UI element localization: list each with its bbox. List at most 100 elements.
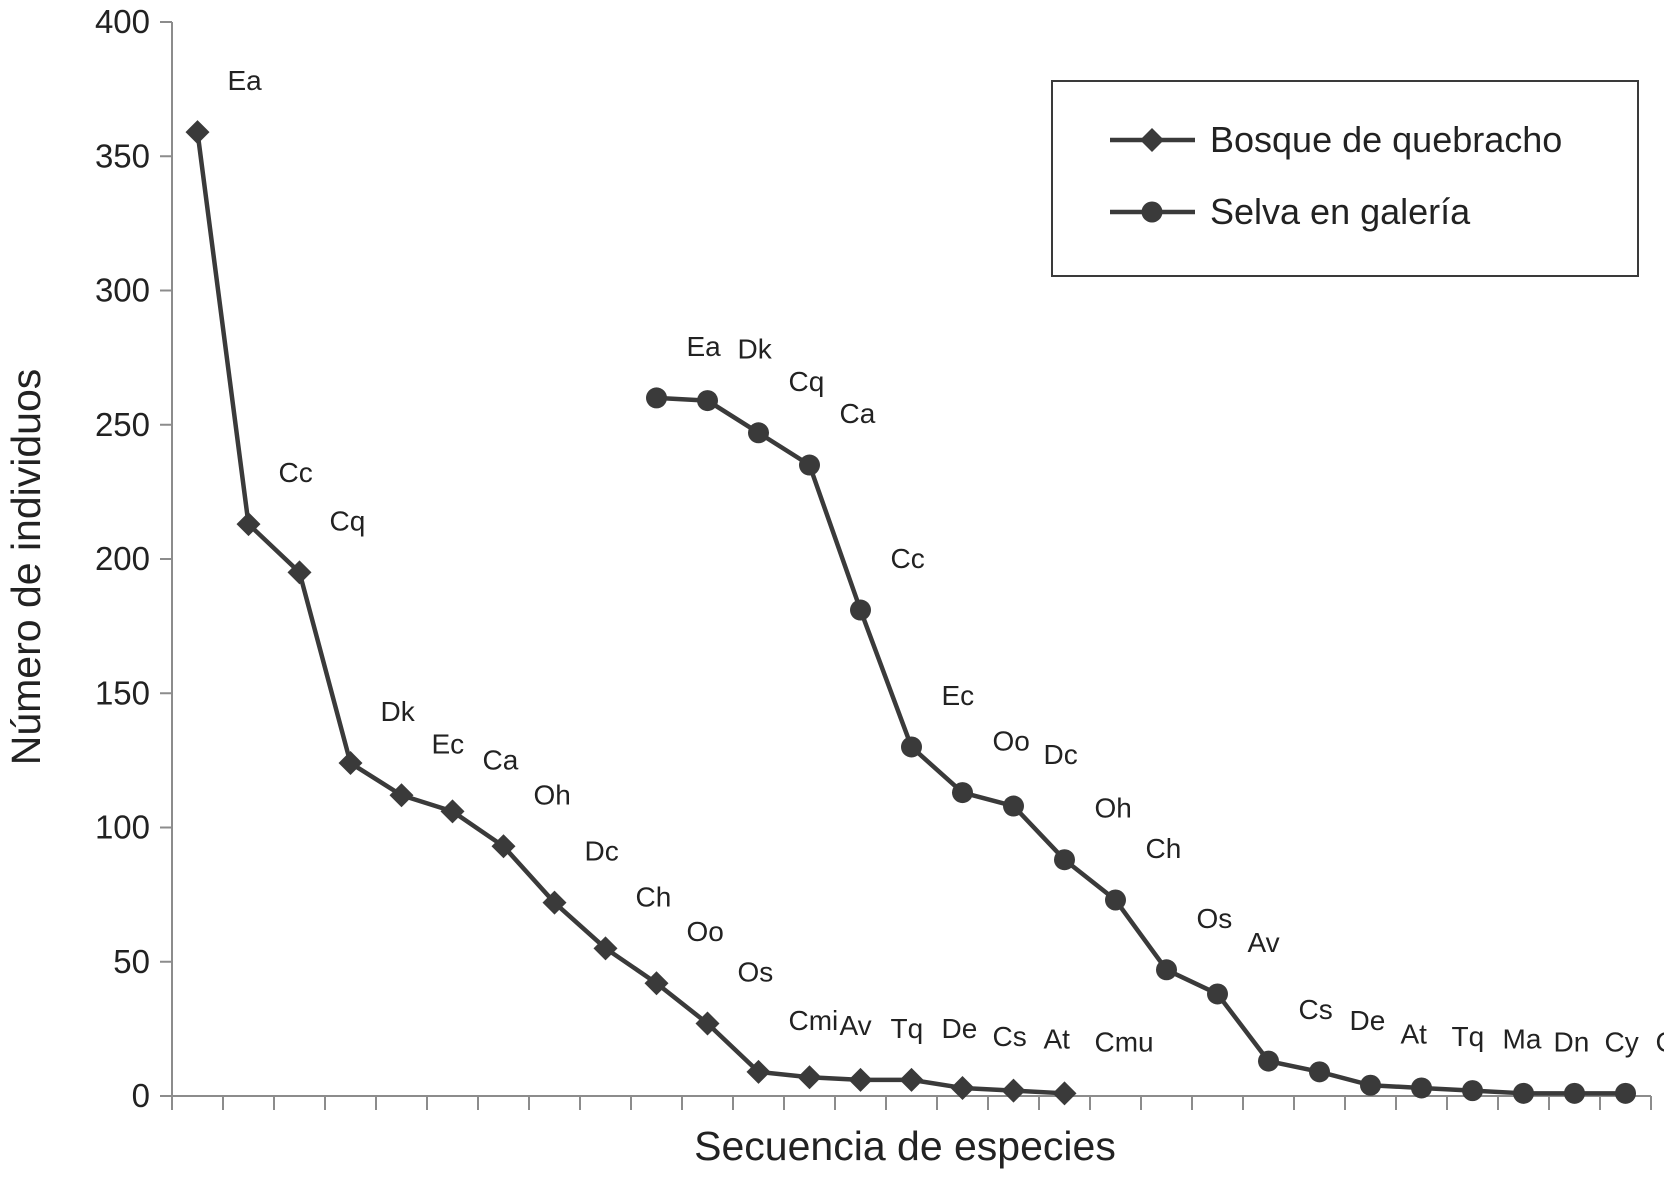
series-line <box>656 395 1626 1096</box>
y-axis-title: Número de individuos <box>3 369 49 766</box>
data-label: Cmi <box>789 1005 839 1036</box>
data-point <box>950 1075 975 1100</box>
data-point <box>236 512 261 537</box>
data-label: Cmu <box>1095 1026 1154 1057</box>
data-label: Cc <box>279 457 313 488</box>
data-label: Oo <box>687 916 724 947</box>
data-point <box>1105 889 1126 911</box>
data-label: At <box>1044 1024 1071 1055</box>
data-point <box>287 560 312 585</box>
data-point <box>1411 1077 1432 1099</box>
data-point <box>848 1067 873 1092</box>
data-label: Dc <box>585 836 619 867</box>
data-point <box>1360 1074 1381 1096</box>
data-label: Dc <box>1044 739 1078 770</box>
data-label: Av <box>1248 927 1280 958</box>
data-label: Ea <box>687 331 722 362</box>
data-label: Cs <box>1299 994 1333 1025</box>
y-tick-label: 300 <box>95 272 150 309</box>
data-point <box>850 599 871 621</box>
data-point <box>797 1065 822 1090</box>
data-label: Ch <box>1146 833 1182 864</box>
data-point <box>799 454 820 476</box>
data-point <box>644 971 669 996</box>
data-label: Oh <box>534 779 571 810</box>
data-label: Dk <box>381 696 416 727</box>
y-tick-label: 150 <box>95 674 150 711</box>
data-label: De <box>1350 1005 1386 1036</box>
legend-box <box>1051 80 1639 277</box>
data-point <box>185 120 210 145</box>
data-point <box>1207 983 1228 1005</box>
data-label: Cc <box>891 543 925 574</box>
data-label: Tq <box>1452 1021 1485 1052</box>
data-label: Dn <box>1554 1026 1590 1057</box>
data-point <box>1003 795 1024 817</box>
series-line <box>195 131 1065 1096</box>
y-tick-label: 350 <box>95 137 150 174</box>
data-point <box>1513 1082 1534 1104</box>
data-point <box>899 1067 924 1092</box>
legend-marker <box>1140 128 1164 152</box>
data-point <box>1258 1050 1279 1072</box>
data-label: Ca <box>483 744 519 775</box>
data-point <box>542 890 567 915</box>
y-tick-label: 200 <box>95 540 150 577</box>
data-label: Dk <box>738 334 773 365</box>
data-point <box>1309 1061 1330 1083</box>
data-point <box>697 390 718 412</box>
y-tick-label: 400 <box>95 3 150 40</box>
legend-entry: Bosque de quebracho <box>1210 119 1562 160</box>
data-label: At <box>1401 1018 1428 1049</box>
legend-marker <box>1141 201 1163 223</box>
data-label: Ec <box>942 680 975 711</box>
data-label: Cy <box>1605 1026 1639 1057</box>
data-label: Ch <box>636 881 672 912</box>
data-point <box>1001 1078 1026 1103</box>
data-point <box>748 422 769 444</box>
x-axis-title: Secuencia de especies <box>694 1123 1116 1169</box>
data-label: Oh <box>1095 793 1132 824</box>
data-point <box>1156 959 1177 981</box>
data-point <box>1615 1082 1636 1104</box>
data-point <box>746 1059 771 1084</box>
data-point <box>440 799 465 824</box>
data-point <box>1054 849 1075 871</box>
y-tick-label: 50 <box>113 943 150 980</box>
data-label: Oo <box>993 726 1030 757</box>
data-label: Cq <box>789 366 825 397</box>
series-2: Ea Dk Cq Ca Cc Ec Oo Dc Oh Ch Os Av Cs De At Tq Ma Dn Cy Cm… <box>646 331 1664 1104</box>
data-point <box>695 1011 720 1036</box>
data-label: Tq <box>891 1013 924 1044</box>
y-tick-label: 100 <box>95 809 150 846</box>
data-point <box>646 387 667 409</box>
data-point <box>389 783 414 808</box>
legend: Bosque de quebracho Selva en galería <box>1051 80 1639 277</box>
data-point <box>952 782 973 804</box>
data-label: Av <box>840 1010 872 1041</box>
data-point <box>1052 1081 1077 1106</box>
axes: 0 50 100 150 200 250 300 350 400 <box>95 3 1652 1114</box>
data-label: De <box>942 1013 978 1044</box>
data-label: Ea <box>228 65 263 96</box>
data-label: Ma <box>1503 1024 1542 1055</box>
data-point <box>1462 1080 1483 1102</box>
legend-entry: Selva en galería <box>1210 191 1471 232</box>
data-point <box>901 736 922 758</box>
data-point <box>491 834 516 859</box>
data-point <box>338 751 363 776</box>
data-point <box>1564 1082 1585 1104</box>
data-point <box>593 936 618 961</box>
series-1: Ea Cc Cq Dk Ec Ca Oh Dc Ch Oo Os Cmi Av Tq De Cs At Cmu <box>185 65 1154 1106</box>
data-label: Cs <box>993 1021 1027 1052</box>
data-label: Cmi <box>1656 1026 1664 1057</box>
data-label: Cq <box>330 505 366 536</box>
data-label: Ca <box>840 398 876 429</box>
y-tick-label: 250 <box>95 406 150 443</box>
data-label: Os <box>1197 903 1233 934</box>
data-label: Ec <box>432 728 465 759</box>
y-tick-label: 0 <box>132 1077 150 1114</box>
data-label: Os <box>738 957 774 988</box>
